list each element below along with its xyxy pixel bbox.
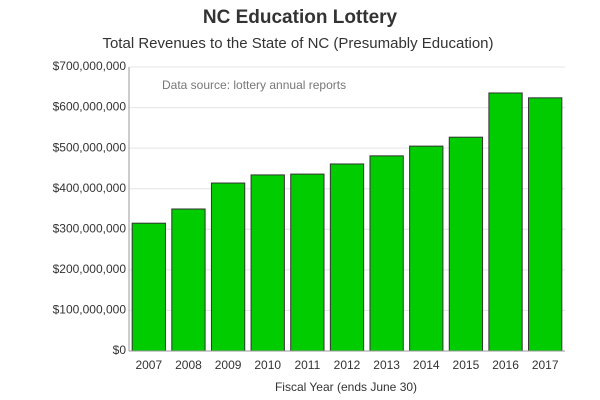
bar [250,174,285,352]
chart-title: NC Education Lottery [203,7,398,28]
y-tick-label: $500,000,000 [53,140,127,154]
bar [171,208,206,352]
bar [290,173,325,352]
x-tick-label: 2009 [215,358,242,372]
y-tick-label: $400,000,000 [53,181,127,195]
y-tick-label: $200,000,000 [53,262,127,276]
x-tick-label: 2007 [135,358,162,372]
y-tick-label: $700,000,000 [53,59,127,73]
x-tick-label: 2010 [254,358,281,372]
x-axis-label: Fiscal Year (ends June 30) [275,380,417,394]
bar [210,182,246,352]
chart-subtitle: Total Revenues to the State of NC (Presu… [102,35,493,52]
y-tick-label: $300,000,000 [53,221,127,235]
x-tick-label: 2017 [532,358,559,372]
y-tick-label: $100,000,000 [53,303,127,317]
y-tick-label: $600,000,000 [53,100,127,114]
bar [329,163,365,352]
x-tick-label: 2008 [175,358,202,372]
x-tick-label: 2014 [413,358,440,372]
bar [528,97,563,352]
bar [448,136,484,352]
annotation: Data source: lottery annual reports [162,78,346,92]
bar [409,145,444,352]
x-tick-label: 2016 [492,358,519,372]
bar [131,222,166,352]
x-tick-label: 2013 [373,358,400,372]
y-tick-label: $0 [113,343,127,357]
x-tick-label: 2011 [294,358,320,372]
bar [369,155,404,352]
bar [488,92,523,352]
x-tick-label: 2012 [334,358,361,372]
x-tick-label: 2015 [453,358,480,372]
